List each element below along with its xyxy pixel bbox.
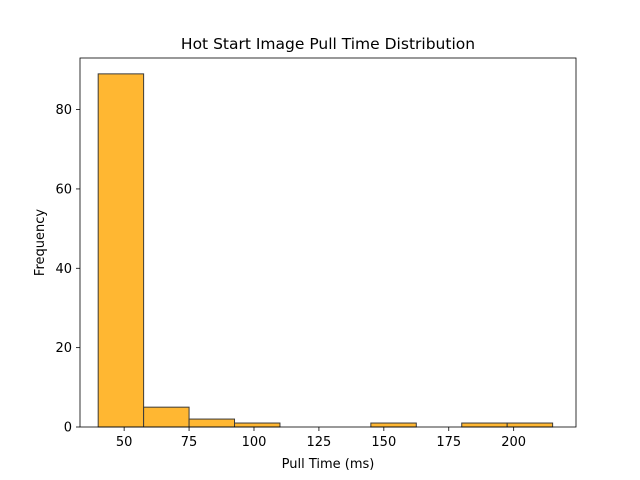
y-tick-label: 80 <box>55 103 72 118</box>
plot-area-frame <box>79 57 577 428</box>
histogram-bar-6 <box>370 422 417 428</box>
y-tick-label: 0 <box>64 421 72 436</box>
y-tick-label: 40 <box>55 262 72 277</box>
histogram-bar-0 <box>97 73 145 428</box>
histogram-bar-9 <box>506 422 554 428</box>
y-axis-ticks: 0 20 40 60 80 <box>55 103 80 436</box>
x-tick-label: 150 <box>371 435 396 450</box>
x-tick-label: 100 <box>242 435 267 450</box>
x-tick-label: 50 <box>116 435 133 450</box>
x-tick-label: 125 <box>306 435 331 450</box>
histogram-bar-1 <box>143 406 190 428</box>
bars-group <box>97 73 554 428</box>
y-axis-label: Frequency <box>33 209 48 276</box>
x-axis-label: Pull Time (ms) <box>282 457 375 472</box>
x-tick-label: 200 <box>501 435 526 450</box>
histogram-bar-3 <box>234 422 281 428</box>
histogram-bar-8 <box>461 422 508 428</box>
x-tick-label: 175 <box>436 435 461 450</box>
histogram-bar-2 <box>188 418 236 428</box>
y-tick-label: 20 <box>55 341 72 356</box>
chart-title: Hot Start Image Pull Time Distribution <box>181 35 475 53</box>
x-tick-label: 75 <box>181 435 198 450</box>
y-tick-label: 60 <box>55 182 72 197</box>
x-axis-ticks: 50 75 100 125 150 175 200 <box>116 427 526 450</box>
